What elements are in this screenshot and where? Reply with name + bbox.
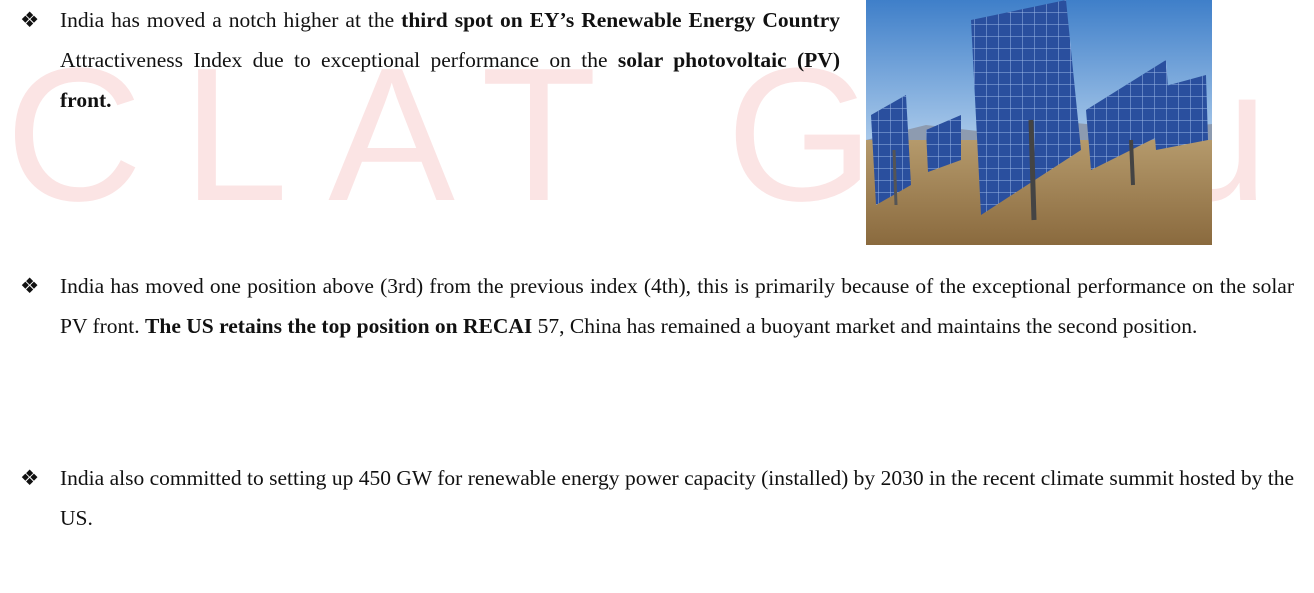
bold-text: The US retains the top position on RECAI — [145, 314, 532, 338]
bullet-symbol: ❖ — [20, 458, 39, 498]
bullet-text: India has moved a notch higher at the th… — [60, 0, 840, 120]
bold-text: third spot on EY’s Renewable Energy Coun… — [401, 8, 840, 32]
solar-panel-photo — [866, 0, 1212, 245]
bullet-text: India also committed to setting up 450 G… — [60, 458, 1294, 538]
page: CLAT Guru ❖India has moved a notch highe… — [0, 0, 1314, 593]
bullet-item: ❖ India also committed to setting up 450 … — [20, 458, 1294, 538]
bullet-text: India has moved one position above (3rd)… — [60, 266, 1294, 346]
bullet-symbol: ❖ — [20, 266, 39, 306]
text: Attractiveness Index due to exceptional … — [60, 48, 618, 72]
text: India also committed to setting up 450 G… — [60, 466, 1294, 530]
text: India has moved a notch higher at the — [60, 8, 401, 32]
text: 57, China has remained a buoyant market … — [532, 314, 1197, 338]
bullet-item: ❖ India has moved a notch higher at the t… — [20, 0, 840, 120]
bullet-item: ❖ India has moved one position above (3rd… — [20, 266, 1294, 346]
bullet-symbol: ❖ — [20, 0, 39, 40]
